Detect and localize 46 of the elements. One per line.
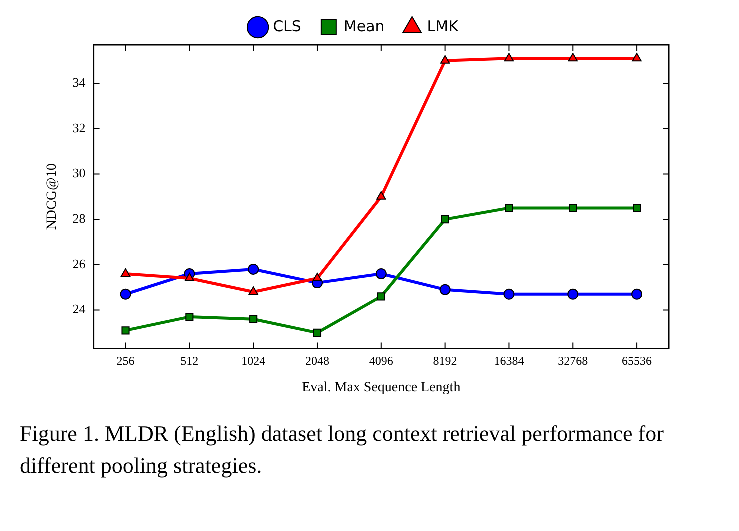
legend-label: Mean [344, 17, 385, 36]
point [250, 315, 258, 324]
point [376, 191, 386, 200]
point [312, 273, 322, 282]
x-tick-label: 8192 [433, 354, 458, 368]
y-tick-label: 24 [72, 302, 86, 317]
point [441, 216, 450, 224]
point [186, 313, 194, 322]
point [504, 53, 514, 62]
point [248, 286, 258, 296]
point [568, 288, 579, 300]
point [632, 53, 642, 62]
x-tick-label: 1024 [242, 354, 266, 368]
y-tick-label: 32 [72, 120, 86, 136]
point [504, 288, 515, 300]
x-tick-label: 65536 [622, 354, 652, 368]
point [120, 288, 132, 300]
point [248, 264, 260, 275]
y-axis-title: NDCG@10 [45, 164, 60, 230]
point [184, 273, 194, 282]
x-axis-title: Eval. Max Sequence Length [302, 380, 461, 396]
caption: Figure 1. MLDR (English) dataset long context retrieval performance for different pooling strategies. [20, 420, 665, 480]
point [377, 292, 386, 301]
point [376, 268, 387, 280]
y-tick-label: 34 [72, 74, 86, 90]
point [440, 55, 450, 64]
y-tick-label: 30 [72, 166, 86, 181]
point [569, 204, 578, 212]
y-tick-label: 28 [72, 210, 86, 226]
point [568, 53, 578, 62]
point [440, 284, 451, 296]
point [122, 326, 130, 335]
x-tick-label: 4096 [369, 354, 394, 368]
x-tick-label: 2048 [305, 354, 330, 368]
x-tick-label: 256 [116, 354, 135, 368]
legend-label: LMK [427, 17, 460, 36]
point [633, 204, 642, 212]
x-tick-label: 32768 [558, 354, 588, 368]
point [505, 204, 514, 212]
point [313, 328, 322, 337]
point [120, 268, 131, 277]
point [632, 288, 643, 300]
y-tick-label: 26 [72, 256, 86, 272]
x-tick-label: 16384 [494, 354, 524, 368]
x-tick-label: 512 [180, 354, 199, 368]
legend-label: CLS [273, 17, 302, 36]
